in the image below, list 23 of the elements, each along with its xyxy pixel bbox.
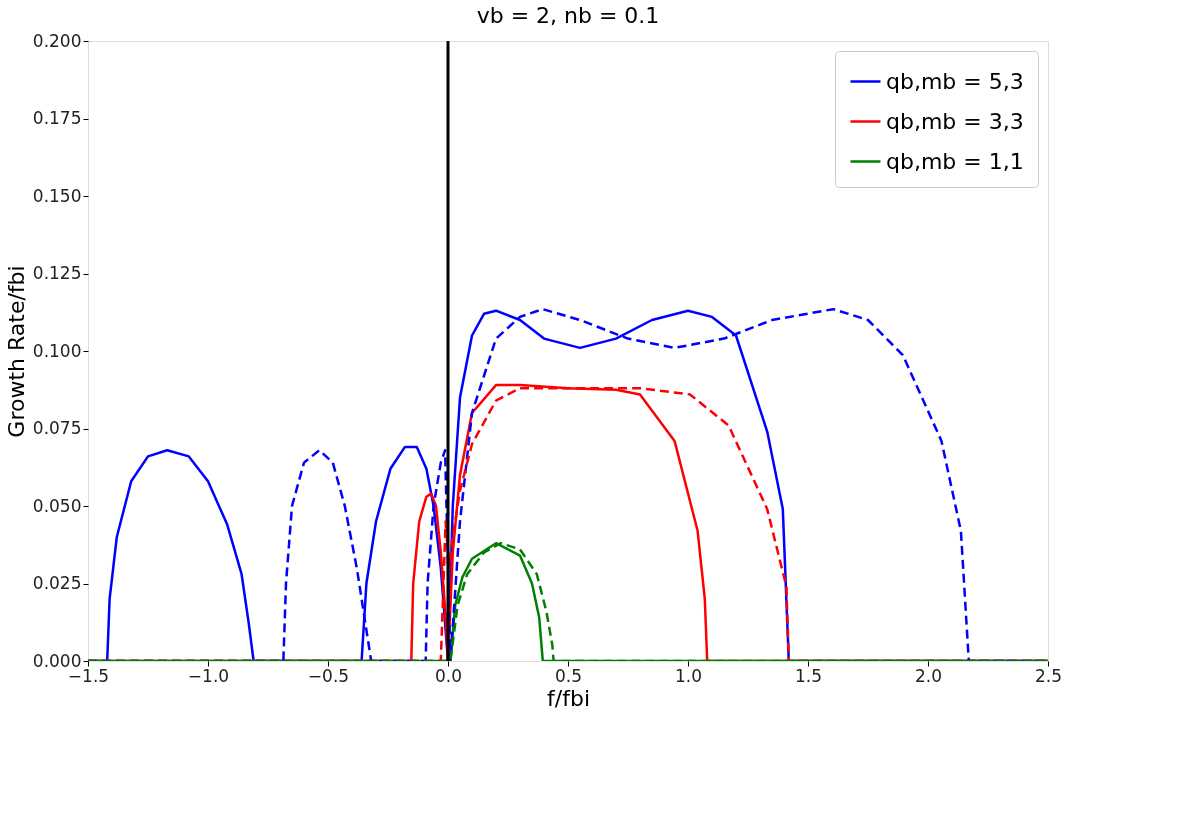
legend-label: qb,mb = 3,3 <box>886 108 1024 134</box>
legend-label: qb,mb = 1,1 <box>886 148 1024 174</box>
x-tick-label: 0.5 <box>554 665 583 686</box>
y-tick-label: 0.000 <box>32 650 82 671</box>
x-tick-label: 0.0 <box>434 665 463 686</box>
y-tick-label: 0.125 <box>32 263 82 283</box>
x-tick-label: 2.0 <box>914 665 943 686</box>
x-tick-label: −1.0 <box>187 665 230 686</box>
legend-label: qb,mb = 5,3 <box>886 68 1024 94</box>
y-tick-label: 0.050 <box>32 495 82 516</box>
x-axis-title: f/fbi <box>547 685 590 711</box>
y-tick-label: 0.150 <box>32 185 82 206</box>
x-tick-label: 1.0 <box>674 665 703 686</box>
y-tick-label: 0.200 <box>32 30 82 51</box>
y-tick-label: 0.175 <box>32 108 82 128</box>
x-tick-label: 1.5 <box>794 665 823 686</box>
x-tick-label: 2.5 <box>1034 665 1063 686</box>
chart-title: vb = 2, nb = 0.1 <box>476 3 660 28</box>
y-tick-label: 0.100 <box>32 340 82 361</box>
x-tick-label: −0.5 <box>307 665 350 686</box>
y-axis-title: Growth Rate/fbi <box>3 265 29 438</box>
y-tick-label: 0.075 <box>32 418 82 438</box>
y-tick-label: 0.025 <box>32 573 82 593</box>
